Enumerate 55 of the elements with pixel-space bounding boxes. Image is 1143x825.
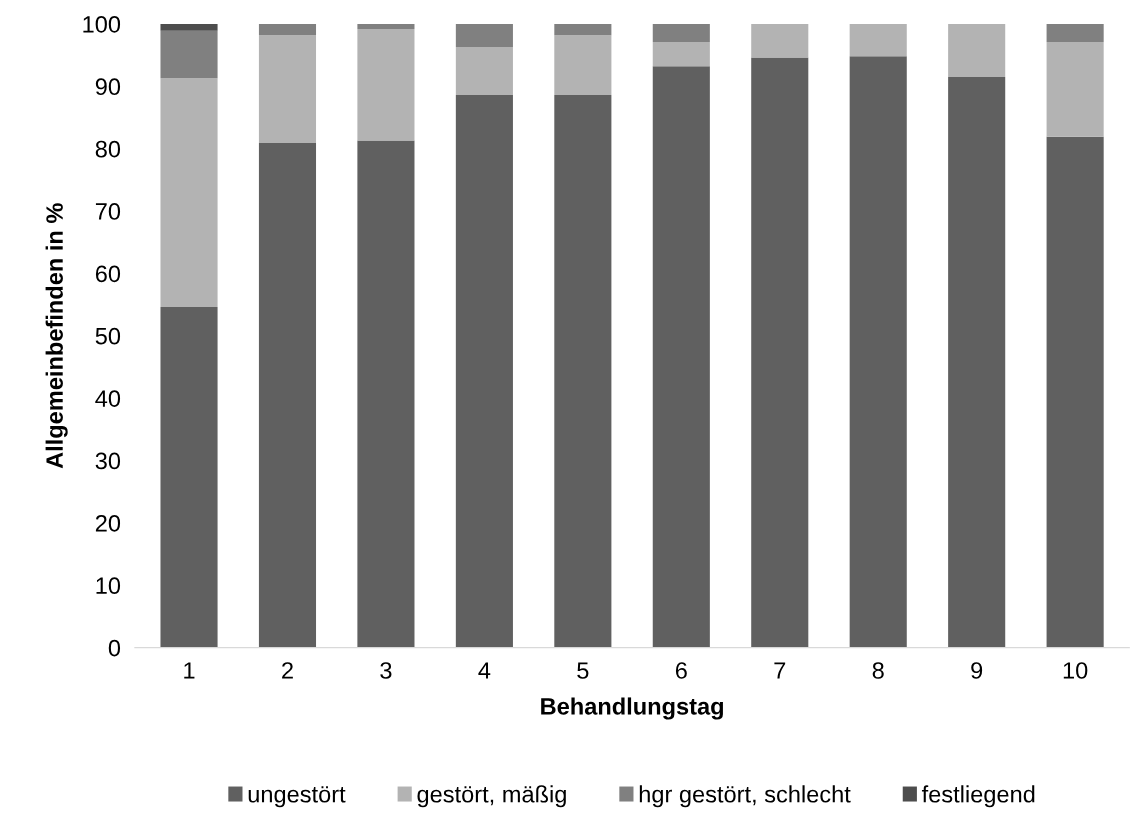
bar	[357, 28, 415, 141]
bar	[554, 35, 612, 96]
y-tick-label: 30	[95, 452, 121, 470]
y-tick-label: 60	[95, 265, 121, 283]
x-tick-label: 10	[1063, 662, 1088, 679]
bar	[357, 23, 415, 29]
y-tick-label: 20	[95, 514, 121, 532]
bar	[948, 23, 1006, 77]
y-tick-label: 80	[95, 140, 121, 158]
bar	[554, 95, 612, 648]
bar	[1046, 42, 1104, 137]
bar	[455, 95, 513, 648]
y-tick-label: 100	[83, 15, 121, 33]
bar	[1046, 23, 1104, 43]
y-tick-label: 10	[96, 577, 121, 595]
bar	[455, 23, 513, 47]
bar	[160, 30, 218, 79]
bar	[554, 23, 612, 36]
legend-label: hgr gestört, schlecht	[639, 785, 851, 808]
legend-label: festliegend	[921, 785, 1035, 808]
bar	[652, 66, 710, 648]
bar	[751, 57, 809, 648]
y-tick-label: 70	[95, 203, 121, 220]
x-tick-label: 2	[282, 662, 293, 679]
bar	[258, 23, 317, 36]
bar	[1046, 136, 1104, 648]
x-tick-label: 9	[971, 662, 983, 679]
y-tick-label: 0	[108, 639, 121, 657]
bar	[652, 23, 710, 43]
bar	[258, 35, 317, 144]
bar	[160, 78, 218, 308]
bar	[455, 47, 513, 96]
bar	[160, 307, 218, 648]
bar	[652, 42, 710, 67]
x-axis-title: Behandlungstag	[541, 697, 723, 720]
x-tick-label: 5	[577, 662, 589, 679]
legend-label: ungestört	[248, 786, 346, 808]
bar	[849, 23, 907, 57]
x-tick-label: 8	[872, 662, 884, 679]
bar	[751, 23, 809, 58]
x-tick-label: 7	[774, 662, 786, 679]
legend-label: gestört, mäßig	[417, 785, 566, 808]
x-tick-label: 3	[380, 662, 392, 679]
y-axis-title: Allgemeinbefinden in %	[45, 203, 68, 469]
y-tick-label: 50	[95, 327, 121, 345]
y-tick-label: 90	[95, 78, 121, 96]
bar	[258, 143, 317, 648]
x-tick-label: 6	[675, 662, 687, 679]
bar	[160, 23, 218, 31]
x-tick-label: 1	[184, 662, 195, 679]
bar	[849, 56, 907, 648]
bar	[357, 140, 415, 648]
x-tick-label: 4	[478, 662, 491, 679]
y-tick-label: 40	[95, 390, 121, 407]
bar	[948, 76, 1006, 648]
